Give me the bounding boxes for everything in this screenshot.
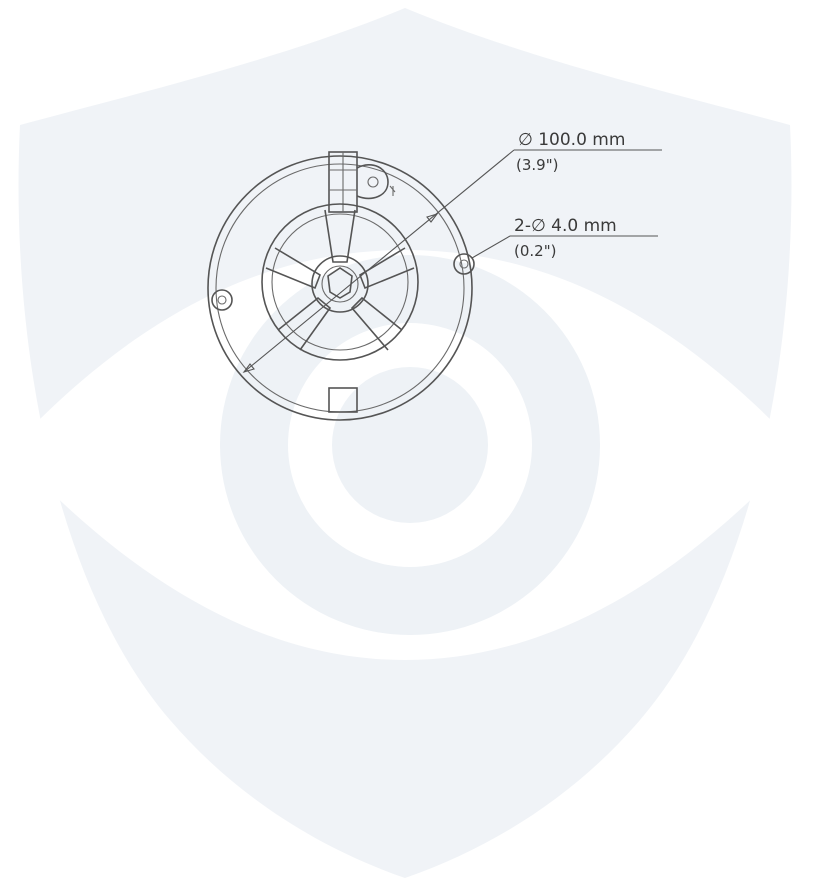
diameter-leader [243,149,515,373]
hole-dimension [471,235,658,259]
camera-base-drawing [207,151,475,421]
hole-label-in: (0.2") [514,242,556,260]
center-hub-inner [321,265,359,303]
center-hub [311,255,369,313]
diameter-label-in: (3.9") [516,156,558,174]
dome-body [261,203,419,361]
hole-label-mm: 2-∅ 4.0 mm [514,216,617,236]
shield-eye-watermark [10,8,800,878]
dome-inner-ring [271,213,409,351]
spoke-ribs [265,209,415,351]
watermark-pupil [332,367,488,523]
mounting-hole-right [453,253,475,275]
top-bracket [328,151,396,213]
center-hub-shape [327,267,353,299]
bottom-tab [328,387,358,413]
outer-rim [207,155,473,421]
mounting-hole-left [211,289,233,311]
diameter-dimension [242,149,662,374]
diameter-label-mm: ∅ 100.0 mm [518,130,625,150]
hole-leader [471,235,511,259]
